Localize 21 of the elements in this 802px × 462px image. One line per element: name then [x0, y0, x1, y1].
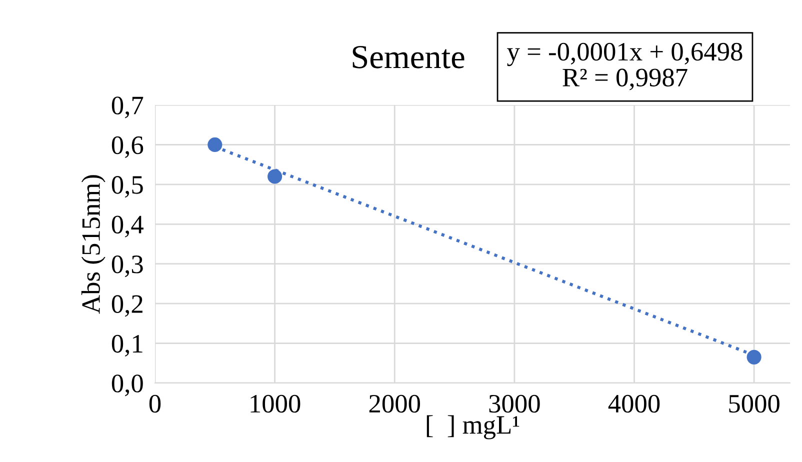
y-tick-label: 0,7 — [112, 96, 144, 118]
y-tick-label: 0,1 — [112, 334, 142, 356]
y-tick-label: 0,3 — [112, 255, 143, 278]
x-tick-label: 4000 — [608, 394, 660, 413]
y-tick-label: 0,5 — [112, 176, 143, 198]
x-tick-label: 0 — [149, 394, 161, 413]
y-tick-label: 0,0 — [112, 374, 143, 396]
chart-title: Semente — [352, 46, 464, 68]
y-tick-label: 0,6 — [112, 136, 144, 158]
x-axis-title: [ ] mgL¹ — [426, 415, 520, 440]
y-tick-label: 0,4 — [112, 216, 144, 238]
x-tick-label: 2000 — [369, 394, 420, 413]
x-tick-label: 3000 — [489, 394, 540, 413]
x-tick-label: 1000 — [250, 394, 300, 413]
y-axis-title: Abs (515nm) — [81, 175, 106, 314]
x-tick-label: 5000 — [729, 394, 780, 413]
y-tick-label: 0,2 — [112, 295, 142, 317]
point — [746, 350, 762, 364]
point — [208, 137, 222, 152]
point — [268, 169, 282, 184]
text: y = -0,0001x + 0,6498 R² = 0,9987 — [507, 42, 742, 90]
